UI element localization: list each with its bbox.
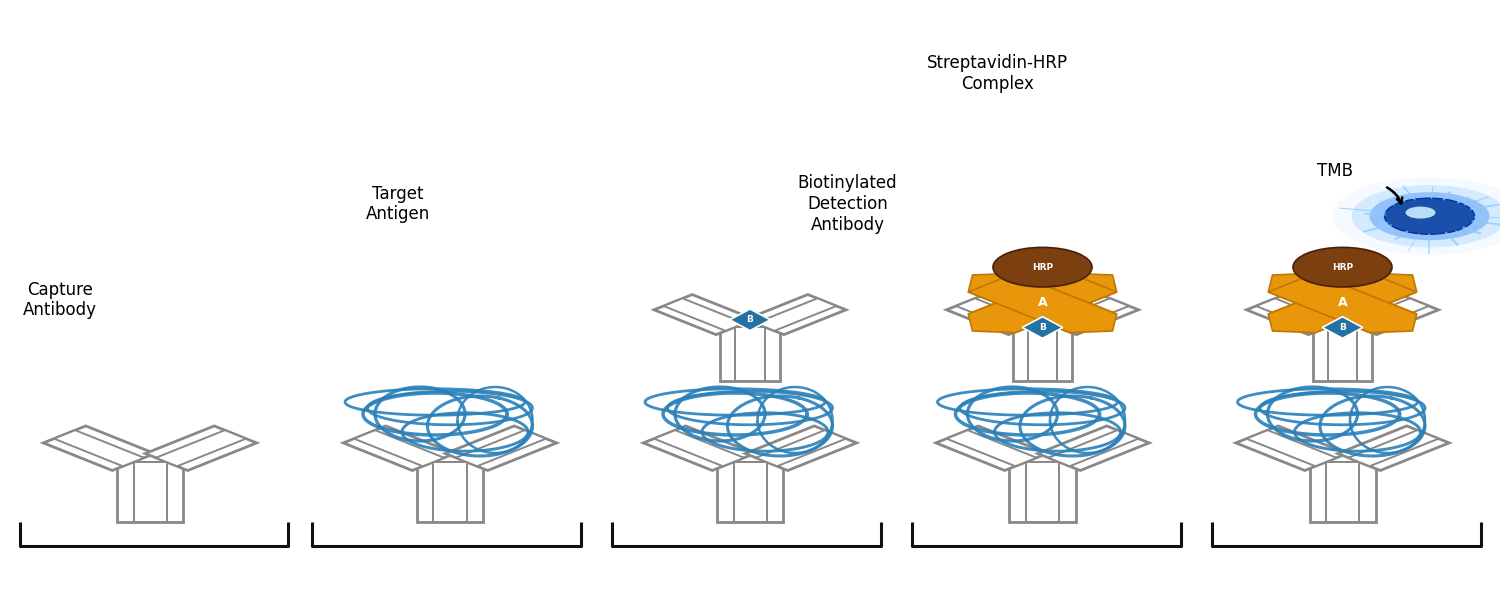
Polygon shape — [446, 426, 556, 470]
Polygon shape — [756, 430, 846, 466]
Polygon shape — [756, 298, 837, 331]
Polygon shape — [1348, 430, 1438, 466]
Text: Target
Antigen: Target Antigen — [366, 185, 429, 223]
Polygon shape — [134, 462, 166, 522]
Polygon shape — [969, 274, 1116, 332]
Polygon shape — [1269, 274, 1416, 332]
Polygon shape — [946, 430, 1036, 466]
Polygon shape — [734, 462, 766, 522]
Text: HRP: HRP — [1332, 263, 1353, 272]
Polygon shape — [1048, 430, 1138, 466]
Polygon shape — [1028, 327, 1057, 381]
Text: A: A — [1338, 296, 1347, 310]
Polygon shape — [1269, 274, 1416, 332]
Polygon shape — [417, 462, 483, 522]
Polygon shape — [946, 295, 1047, 335]
Polygon shape — [717, 462, 783, 522]
Circle shape — [993, 247, 1092, 287]
Polygon shape — [1013, 327, 1072, 381]
Polygon shape — [1023, 317, 1062, 338]
Polygon shape — [746, 426, 856, 470]
Polygon shape — [354, 430, 444, 466]
Polygon shape — [156, 430, 246, 466]
Polygon shape — [1026, 462, 1059, 522]
Polygon shape — [735, 327, 765, 381]
Polygon shape — [969, 274, 1116, 332]
Polygon shape — [1038, 295, 1138, 335]
Text: B: B — [1040, 323, 1046, 332]
Polygon shape — [1328, 327, 1358, 381]
Polygon shape — [1048, 298, 1130, 331]
Polygon shape — [1246, 295, 1347, 335]
Polygon shape — [1269, 274, 1416, 332]
Polygon shape — [456, 430, 546, 466]
Polygon shape — [1038, 426, 1149, 470]
Polygon shape — [1338, 295, 1438, 335]
Circle shape — [1293, 247, 1392, 287]
Text: A: A — [1038, 296, 1047, 310]
Polygon shape — [146, 426, 256, 470]
Polygon shape — [1338, 426, 1449, 470]
Polygon shape — [1236, 426, 1347, 470]
Text: TMB: TMB — [1317, 162, 1353, 180]
Polygon shape — [969, 274, 1116, 332]
Text: Streptavidin-HRP
Complex: Streptavidin-HRP Complex — [927, 54, 1068, 93]
Circle shape — [1384, 198, 1474, 234]
Text: B: B — [1340, 323, 1346, 332]
Polygon shape — [44, 426, 154, 470]
Polygon shape — [54, 430, 144, 466]
Polygon shape — [936, 426, 1047, 470]
Polygon shape — [433, 462, 466, 522]
Polygon shape — [1246, 430, 1336, 466]
Text: HRP: HRP — [1032, 263, 1053, 272]
Polygon shape — [344, 426, 454, 470]
Polygon shape — [654, 430, 744, 466]
Polygon shape — [1256, 298, 1336, 331]
Polygon shape — [746, 295, 846, 335]
Polygon shape — [956, 298, 1036, 331]
Polygon shape — [1326, 462, 1359, 522]
Polygon shape — [1348, 298, 1430, 331]
Polygon shape — [1010, 462, 1076, 522]
Circle shape — [1332, 177, 1500, 255]
Polygon shape — [663, 298, 744, 331]
Circle shape — [1352, 185, 1500, 247]
Polygon shape — [969, 274, 1116, 332]
Polygon shape — [644, 426, 754, 470]
Circle shape — [1370, 192, 1490, 240]
Text: Capture
Antibody: Capture Antibody — [22, 281, 98, 319]
Circle shape — [1384, 198, 1474, 234]
Polygon shape — [117, 462, 183, 522]
Polygon shape — [1323, 317, 1362, 338]
Text: B: B — [747, 315, 753, 324]
Circle shape — [1406, 206, 1435, 218]
Polygon shape — [654, 295, 754, 335]
Text: Biotinylated
Detection
Antibody: Biotinylated Detection Antibody — [798, 174, 897, 234]
Polygon shape — [1269, 274, 1416, 332]
Polygon shape — [720, 327, 780, 381]
Polygon shape — [1310, 462, 1376, 522]
Polygon shape — [1312, 327, 1372, 381]
Polygon shape — [729, 309, 771, 331]
